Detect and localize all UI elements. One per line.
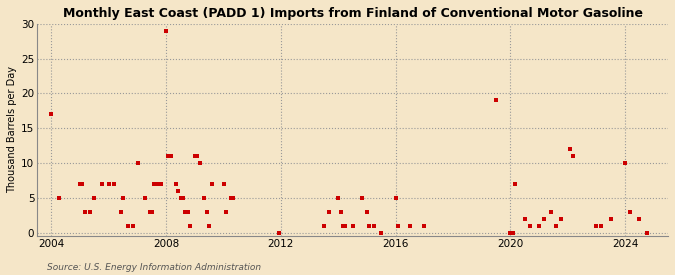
Point bbox=[190, 154, 200, 158]
Point bbox=[117, 196, 128, 200]
Point bbox=[165, 154, 176, 158]
Point bbox=[206, 182, 217, 186]
Point bbox=[620, 161, 630, 165]
Point bbox=[144, 210, 155, 214]
Point bbox=[605, 216, 616, 221]
Point bbox=[273, 230, 284, 235]
Point bbox=[146, 210, 157, 214]
Point bbox=[123, 223, 134, 228]
Point bbox=[539, 216, 549, 221]
Point bbox=[333, 196, 344, 200]
Point bbox=[178, 196, 188, 200]
Point bbox=[591, 223, 601, 228]
Point bbox=[340, 223, 351, 228]
Point bbox=[419, 223, 430, 228]
Point bbox=[364, 223, 375, 228]
Point bbox=[534, 223, 545, 228]
Point bbox=[148, 182, 159, 186]
Point bbox=[170, 182, 181, 186]
Point bbox=[173, 189, 184, 193]
Text: Source: U.S. Energy Information Administration: Source: U.S. Energy Information Administ… bbox=[47, 263, 261, 272]
Point bbox=[319, 223, 329, 228]
Point bbox=[202, 210, 213, 214]
Point bbox=[53, 196, 64, 200]
Point bbox=[519, 216, 530, 221]
Point bbox=[115, 210, 126, 214]
Point bbox=[156, 182, 167, 186]
Point bbox=[184, 223, 195, 228]
Point bbox=[75, 182, 86, 186]
Point bbox=[335, 210, 346, 214]
Point bbox=[555, 216, 566, 221]
Point bbox=[376, 230, 387, 235]
Point bbox=[84, 210, 95, 214]
Point bbox=[132, 161, 143, 165]
Point bbox=[218, 182, 229, 186]
Point bbox=[97, 182, 107, 186]
Point bbox=[567, 154, 578, 158]
Point bbox=[182, 210, 193, 214]
Point bbox=[77, 182, 88, 186]
Point bbox=[323, 210, 334, 214]
Point bbox=[338, 223, 348, 228]
Point bbox=[139, 196, 150, 200]
Point bbox=[127, 223, 138, 228]
Point bbox=[194, 161, 205, 165]
Point bbox=[347, 223, 358, 228]
Point bbox=[227, 196, 238, 200]
Point bbox=[491, 98, 502, 103]
Point bbox=[163, 154, 174, 158]
Point bbox=[545, 210, 556, 214]
Point bbox=[204, 223, 215, 228]
Point bbox=[80, 210, 90, 214]
Point bbox=[392, 223, 403, 228]
Point bbox=[225, 196, 236, 200]
Point bbox=[46, 112, 57, 117]
Point bbox=[362, 210, 373, 214]
Point bbox=[550, 223, 561, 228]
Point bbox=[390, 196, 401, 200]
Point bbox=[624, 210, 635, 214]
Point bbox=[507, 230, 518, 235]
Point bbox=[156, 182, 167, 186]
Point bbox=[199, 196, 210, 200]
Y-axis label: Thousand Barrels per Day: Thousand Barrels per Day bbox=[7, 67, 17, 193]
Point bbox=[221, 210, 232, 214]
Point bbox=[161, 29, 171, 33]
Point bbox=[108, 182, 119, 186]
Point bbox=[596, 223, 607, 228]
Point bbox=[505, 230, 516, 235]
Point bbox=[369, 223, 379, 228]
Point bbox=[89, 196, 100, 200]
Point bbox=[641, 230, 652, 235]
Point bbox=[175, 196, 186, 200]
Point bbox=[103, 182, 114, 186]
Point bbox=[524, 223, 535, 228]
Point bbox=[634, 216, 645, 221]
Point bbox=[192, 154, 202, 158]
Title: Monthly East Coast (PADD 1) Imports from Finland of Conventional Motor Gasoline: Monthly East Coast (PADD 1) Imports from… bbox=[63, 7, 643, 20]
Point bbox=[510, 182, 520, 186]
Point bbox=[404, 223, 415, 228]
Point bbox=[356, 196, 367, 200]
Point bbox=[180, 210, 191, 214]
Point bbox=[151, 182, 162, 186]
Point bbox=[564, 147, 575, 151]
